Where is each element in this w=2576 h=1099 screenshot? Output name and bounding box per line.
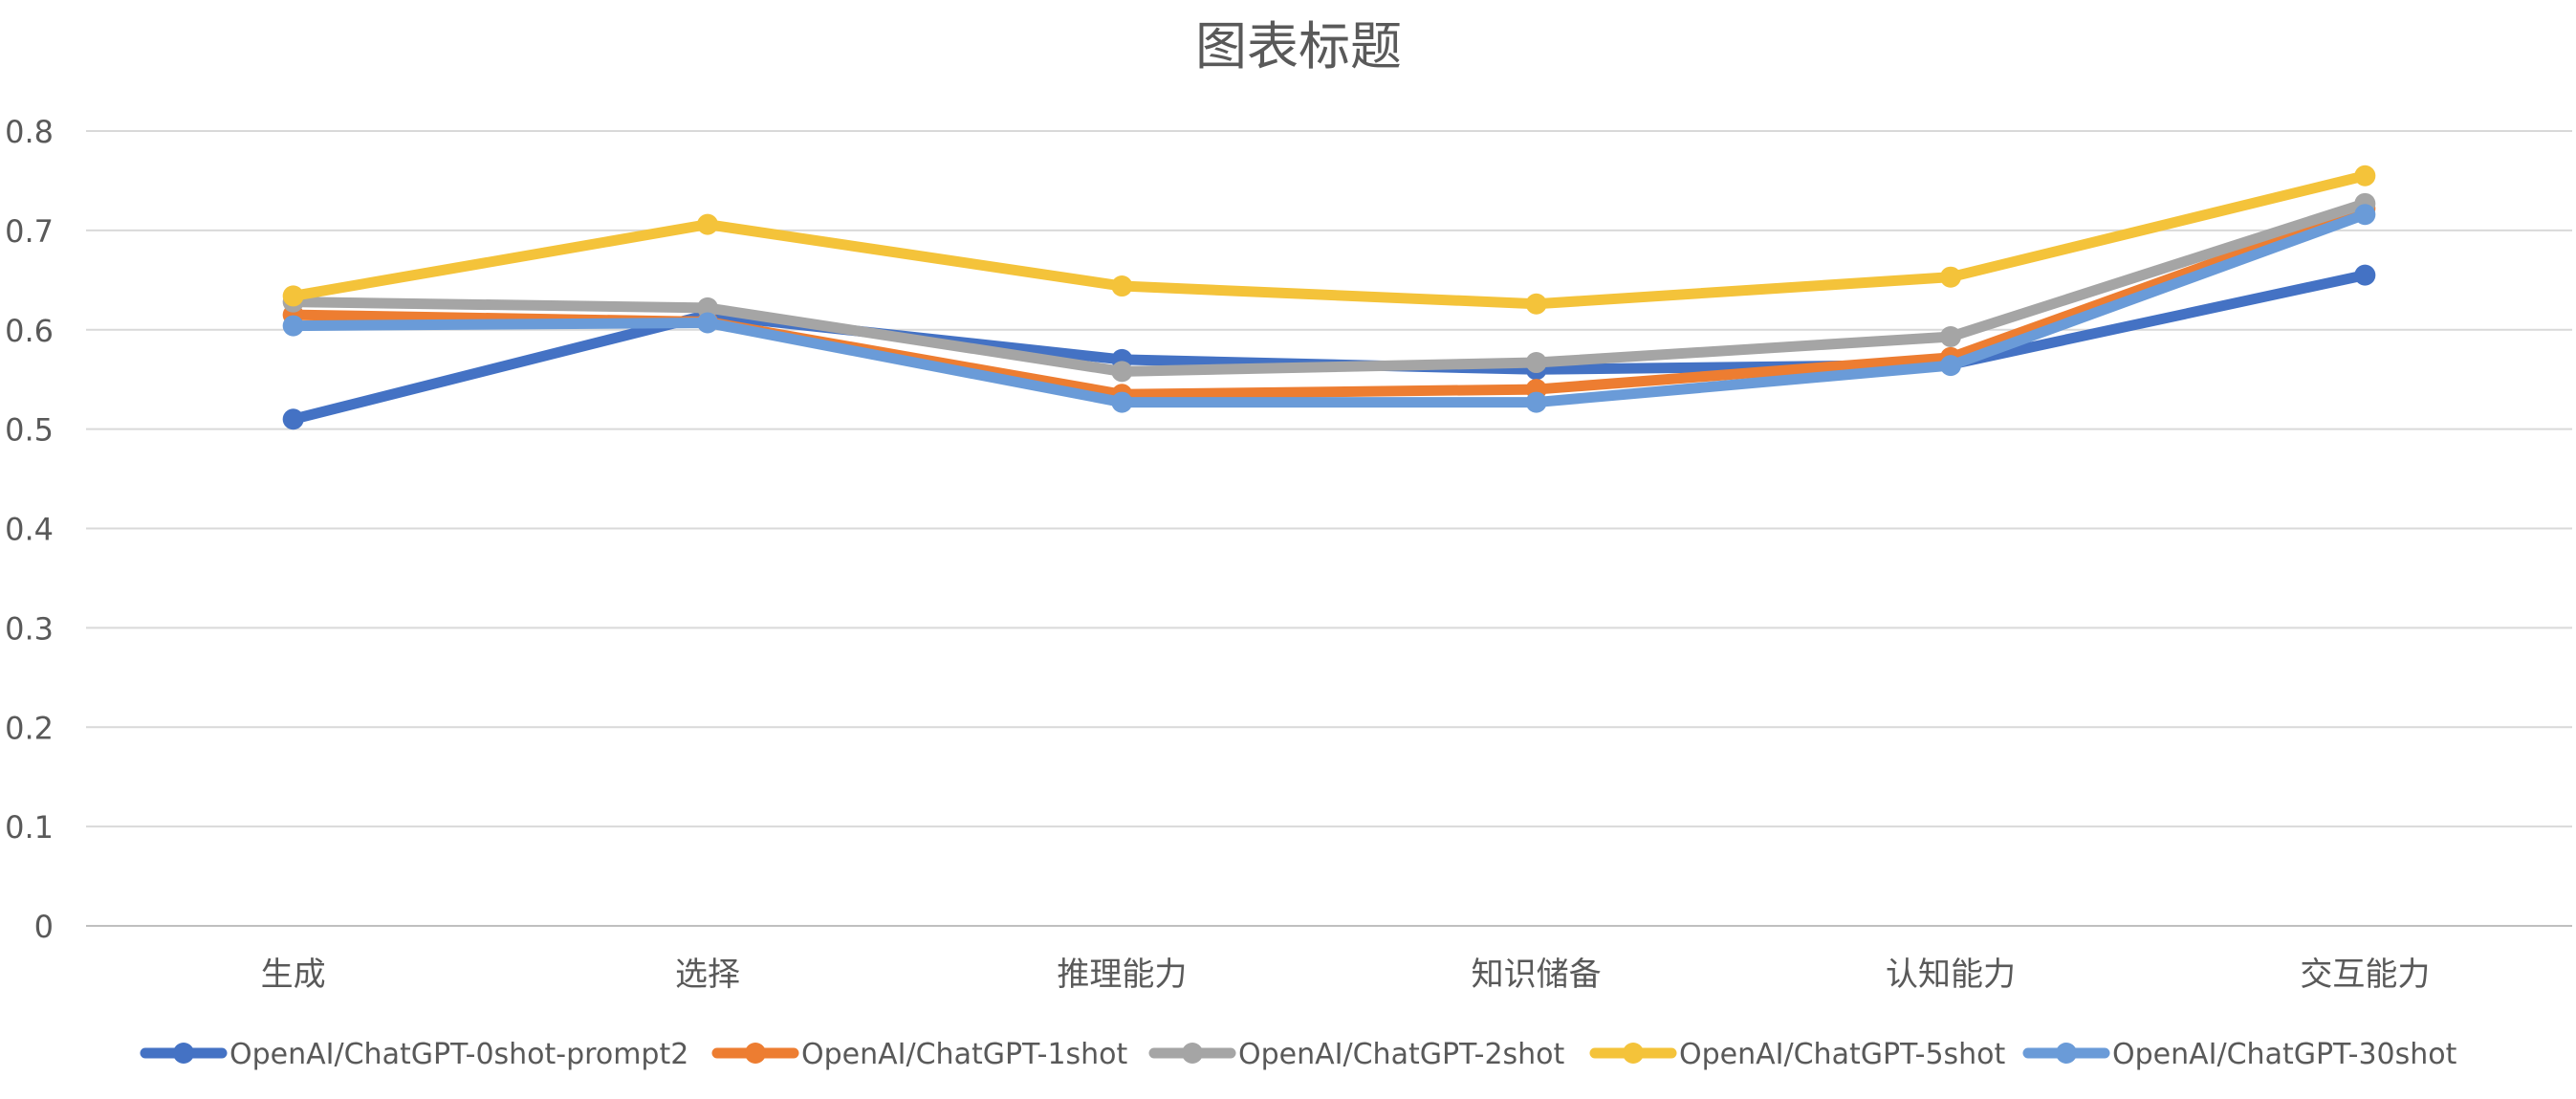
y-tick-label: 0.8 (5, 114, 54, 150)
series-line (288, 209, 2370, 408)
data-point (1111, 391, 1133, 413)
data-point (1525, 352, 1547, 374)
series-line (288, 198, 2370, 377)
legend-marker (2056, 1043, 2077, 1064)
x-tick-label: 生成 (261, 956, 326, 994)
legend-label: OpenAI/ChatGPT-0shot-prompt2 (229, 1038, 688, 1071)
y-tick-label: 0 (34, 909, 54, 945)
x-tick-label: 认知能力 (1886, 956, 2016, 994)
data-point (282, 408, 304, 430)
legend: OpenAI/ChatGPT-0shot-prompt2 OpenAI/ChatG… (140, 1038, 2457, 1071)
legend-label: OpenAI/ChatGPT-2shot (1238, 1038, 1565, 1071)
chart-title: 图表标题 (1195, 16, 1402, 77)
legend-item: OpenAI/ChatGPT-2shot (1148, 1038, 1565, 1071)
series-line (288, 170, 2370, 310)
legend-label: OpenAI/ChatGPT-1shot (801, 1038, 1128, 1071)
data-point (282, 285, 304, 307)
y-tick-label: 0.2 (5, 710, 54, 746)
data-point (2354, 204, 2376, 226)
legend-label: OpenAI/ChatGPT-30shot (2112, 1038, 2457, 1071)
data-point (1111, 361, 1133, 383)
gridlines (86, 130, 2572, 927)
legend-marker (1623, 1043, 1644, 1064)
data-point (1940, 326, 1961, 348)
legend-item: OpenAI/ChatGPT-5shot (1589, 1038, 2006, 1071)
x-tick-label: 知识储备 (1472, 956, 1602, 994)
data-point (2354, 165, 2376, 187)
x-tick-label: 选择 (675, 956, 740, 994)
data-point (1111, 275, 1133, 297)
legend-marker (745, 1043, 766, 1064)
data-point (697, 297, 718, 319)
data-point (697, 213, 718, 235)
x-axis-ticks: 生成 选择 推理能力 知识储备 认知能力 交互能力 (261, 956, 2431, 994)
y-tick-label: 0.7 (5, 213, 54, 250)
y-tick-label: 0.5 (5, 412, 54, 449)
data-point (282, 315, 304, 337)
data-point (697, 312, 718, 334)
legend-item: OpenAI/ChatGPT-0shot-prompt2 (140, 1038, 688, 1071)
y-tick-label: 0.3 (5, 610, 54, 647)
y-tick-label: 0.4 (5, 512, 54, 548)
data-point (1525, 391, 1547, 413)
legend-item: OpenAI/ChatGPT-30shot (2022, 1038, 2457, 1071)
y-axis-ticks: 0 0.1 0.2 0.3 0.4 0.5 0.6 0.7 0.8 (5, 114, 54, 945)
series-4 (282, 165, 2376, 315)
legend-marker (1182, 1043, 1203, 1064)
legend-item: OpenAI/ChatGPT-1shot (711, 1038, 1128, 1071)
data-point (2354, 264, 2376, 286)
legend-marker (173, 1043, 194, 1064)
series-lines (282, 165, 2376, 430)
y-tick-label: 0.6 (5, 313, 54, 349)
series-5 (282, 204, 2376, 413)
y-tick-label: 0.1 (5, 809, 54, 846)
data-point (1940, 266, 1961, 288)
x-tick-label: 推理能力 (1057, 956, 1187, 994)
x-tick-label: 交互能力 (2300, 956, 2430, 994)
data-point (1525, 293, 1547, 315)
data-point (1940, 355, 1961, 377)
legend-label: OpenAI/ChatGPT-5shot (1679, 1038, 2006, 1071)
